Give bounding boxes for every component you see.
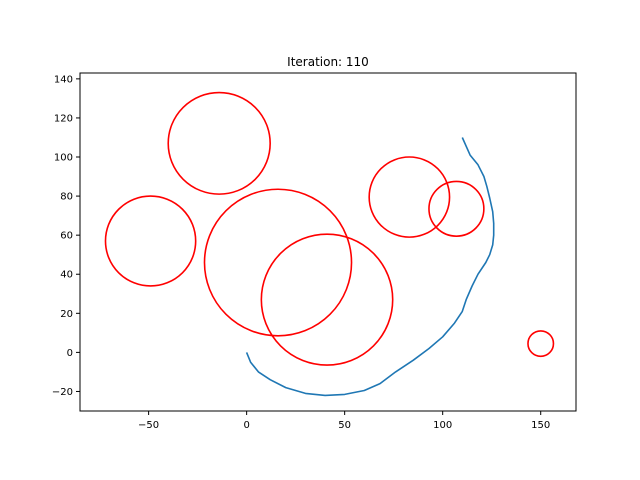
- y-tick-label: 80: [60, 192, 73, 203]
- x-axis: −50 0 50 100 150: [138, 411, 550, 431]
- obstacle-circle: [428, 180, 485, 237]
- series-layer: [104, 91, 555, 397]
- x-tick-label: 50: [338, 420, 351, 431]
- obstacle-circle: [260, 233, 394, 366]
- x-tick-label: 100: [433, 420, 452, 431]
- obstacle-circle: [527, 330, 555, 358]
- obstacle-circle: [104, 195, 197, 287]
- plot-area: −50 0 50 100 150 −20 0 20 40 60 80 100 120 140: [52, 72, 577, 431]
- obstacle-circle: [203, 188, 353, 337]
- path-line: [245, 137, 495, 397]
- x-tick-label: 0: [243, 420, 249, 431]
- y-tick-label: 0: [67, 348, 73, 359]
- y-tick-label: 60: [60, 231, 73, 242]
- x-tick-label: −50: [138, 420, 159, 431]
- y-axis: −20 0 20 40 60 80 100 120 140: [52, 74, 80, 398]
- axes-frame: [79, 72, 577, 412]
- y-tick-label: 140: [54, 74, 73, 85]
- obstacle-circle: [167, 91, 271, 195]
- x-tick-label: 150: [531, 420, 550, 431]
- chart-title: Iteration: 110: [287, 55, 369, 69]
- y-tick-label: 120: [54, 113, 73, 124]
- y-tick-label: −20: [52, 387, 73, 398]
- y-tick-label: 40: [60, 270, 73, 281]
- y-tick-label: 20: [60, 309, 73, 320]
- obstacle-circle: [368, 156, 451, 238]
- y-tick-label: 100: [54, 153, 73, 164]
